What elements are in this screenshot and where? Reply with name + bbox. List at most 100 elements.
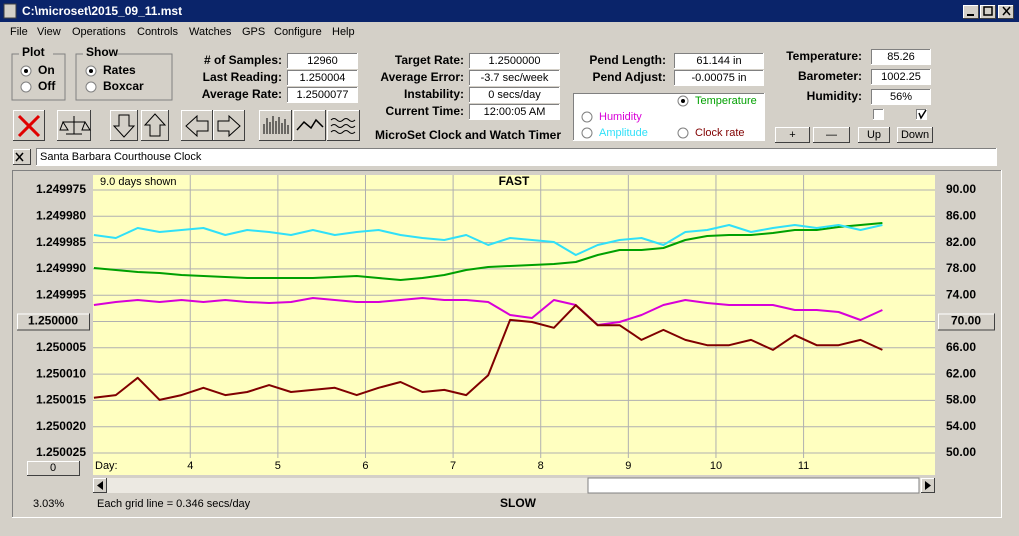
bevel [813, 127, 850, 143]
bevel [259, 110, 292, 141]
check-icon [918, 109, 927, 120]
field-label: Current Time: [386, 104, 464, 118]
bevel [775, 127, 810, 143]
bevel [775, 127, 810, 143]
bevel [110, 110, 138, 141]
legend-entry[interactable]: Humidity [599, 111, 642, 123]
bevel [17, 313, 90, 331]
bevel [469, 104, 560, 120]
bevel [141, 110, 169, 141]
legend-entry[interactable]: Clock rate [695, 127, 745, 139]
field-value: 1002.25 [881, 71, 921, 83]
bevel [327, 110, 360, 141]
button-label[interactable]: Up [867, 129, 881, 141]
bevel [93, 478, 107, 493]
scroll-thumb[interactable] [587, 477, 920, 494]
button[interactable] [813, 127, 850, 143]
radio-button[interactable] [85, 81, 97, 93]
window-button[interactable] [963, 5, 979, 19]
field-label: Humidity: [807, 89, 862, 103]
series-line [93, 224, 883, 256]
y-tick-label: 1.250020 [36, 419, 86, 433]
bevel [813, 127, 850, 143]
menu-item[interactable]: GPS [242, 26, 265, 38]
bevel [181, 110, 213, 141]
menu-item[interactable]: File [10, 26, 28, 38]
bevel [57, 110, 91, 141]
radio-button[interactable] [20, 81, 32, 93]
bevel [17, 313, 90, 331]
span-note: 9.0 days shown [100, 176, 176, 188]
bevel [573, 93, 765, 141]
legend-entry[interactable]: Temperature [695, 95, 757, 107]
bevel [12, 170, 1002, 518]
maximize-icon [983, 6, 993, 16]
radio-button[interactable] [677, 127, 689, 139]
bevel [93, 478, 107, 493]
field-value: 61.144 in [696, 55, 741, 67]
offset-label: 0 [50, 462, 56, 474]
bevel [871, 69, 931, 85]
button-label[interactable]: — [826, 129, 837, 141]
radio-label: Boxcar [103, 79, 144, 93]
field-box [469, 70, 560, 86]
field-label: Average Rate: [202, 87, 282, 101]
clear-button[interactable] [13, 149, 31, 165]
bevel [871, 49, 931, 65]
radio-button[interactable] [581, 127, 593, 139]
bevel [13, 110, 45, 141]
offset-button[interactable] [27, 461, 80, 476]
bevel [871, 89, 931, 105]
field-box [674, 53, 764, 69]
button-label[interactable]: + [789, 129, 795, 141]
checkbox[interactable] [916, 109, 927, 120]
group-box-title-bg [19, 47, 53, 60]
window-title: C:\microset\2015_09_11.mst [22, 4, 182, 18]
field-value: 0 secs/day [488, 89, 541, 101]
bevel [110, 110, 138, 141]
field-box [469, 104, 560, 120]
checkbox[interactable] [873, 109, 884, 120]
menu-item[interactable]: Controls [137, 26, 178, 38]
y-tick-label: 1.249995 [36, 287, 86, 301]
bevel [938, 313, 995, 331]
radio-dot [24, 69, 28, 73]
bevel [13, 110, 45, 141]
menu-item[interactable]: Configure [274, 26, 322, 38]
field-value: 56% [890, 91, 912, 103]
bevel [287, 53, 358, 69]
radio-button[interactable] [581, 111, 593, 123]
legend-entry[interactable]: Amplitude [599, 127, 648, 139]
button[interactable] [897, 127, 933, 143]
bevel [873, 109, 884, 120]
button[interactable] [775, 127, 810, 143]
series-line [93, 222, 883, 281]
bevel [13, 149, 31, 165]
radio-dot [681, 99, 685, 103]
y2-tick-label: 82.00 [946, 235, 976, 249]
menu-item[interactable]: Help [332, 26, 355, 38]
x-tick-label: 9 [625, 460, 631, 472]
field-value: -3.7 sec/week [481, 72, 549, 84]
button[interactable] [858, 127, 890, 143]
bevel [916, 109, 927, 120]
menu-item[interactable]: View [37, 26, 61, 38]
clock-name: Santa Barbara Courthouse Clock [40, 151, 202, 163]
menu-item[interactable]: Operations [72, 26, 126, 38]
bevel [293, 110, 326, 141]
bevel [871, 69, 931, 85]
reference-button[interactable] [17, 313, 90, 331]
right-icon [217, 114, 241, 138]
reference-button[interactable] [938, 313, 995, 331]
bevel [13, 149, 31, 165]
x-tick-label: 6 [362, 460, 368, 472]
field-box [871, 69, 931, 85]
group-title: Plot [22, 45, 45, 59]
menu-item[interactable]: Watches [189, 26, 232, 38]
field-box [871, 49, 931, 65]
button-label[interactable]: Down [901, 129, 929, 141]
bevel [674, 70, 764, 86]
radio-label: Off [38, 79, 56, 93]
field-box [871, 89, 931, 105]
clock-name-field[interactable] [36, 148, 997, 166]
